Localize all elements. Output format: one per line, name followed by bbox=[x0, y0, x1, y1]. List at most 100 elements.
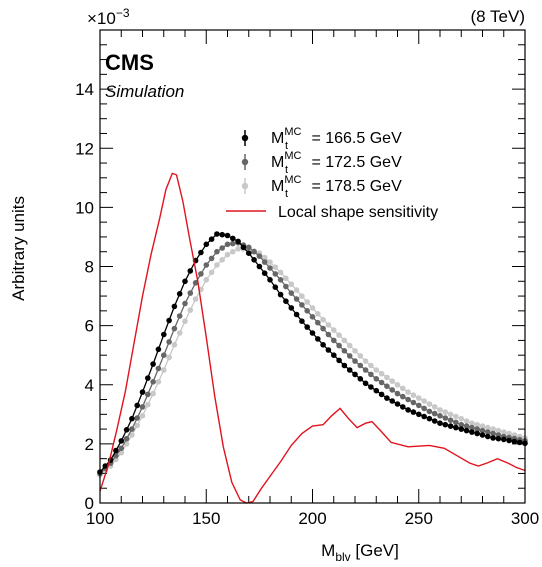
data-point bbox=[336, 332, 342, 339]
data-point bbox=[341, 337, 348, 344]
data-point bbox=[368, 384, 374, 390]
legend-marks bbox=[226, 130, 266, 212]
data-point bbox=[506, 430, 512, 437]
data-point bbox=[261, 259, 268, 265]
data-point bbox=[421, 405, 427, 412]
data-point bbox=[214, 248, 220, 255]
legend-label-166: MMC t = 166.5 GeV bbox=[271, 126, 402, 152]
data-point bbox=[469, 424, 475, 431]
data-point bbox=[378, 370, 385, 377]
data-point bbox=[309, 305, 316, 311]
data-point bbox=[506, 437, 512, 444]
data-point bbox=[416, 395, 422, 401]
data-point bbox=[346, 367, 353, 373]
data-point bbox=[272, 264, 279, 271]
data-point bbox=[113, 447, 119, 454]
data-point bbox=[182, 300, 188, 307]
series-2 bbox=[97, 246, 528, 478]
y-tick-label: 0 bbox=[85, 494, 94, 513]
data-point bbox=[309, 330, 316, 336]
data-point bbox=[405, 407, 411, 413]
data-point bbox=[161, 352, 167, 359]
data-point bbox=[192, 280, 199, 286]
data-point bbox=[384, 395, 390, 401]
data-point bbox=[315, 311, 321, 317]
data-point bbox=[293, 287, 300, 293]
x-tick-label: 300 bbox=[511, 509, 539, 528]
data-point bbox=[251, 257, 257, 263]
data-point bbox=[230, 235, 236, 242]
data-point bbox=[437, 420, 443, 427]
data-point bbox=[304, 308, 311, 314]
data-point bbox=[293, 296, 300, 302]
data-point bbox=[373, 367, 380, 373]
experiment-label: CMS bbox=[105, 50, 154, 75]
data-point bbox=[219, 245, 225, 251]
data-point bbox=[155, 379, 162, 385]
data-point bbox=[246, 250, 252, 256]
data-point bbox=[150, 361, 156, 367]
data-point bbox=[203, 241, 210, 248]
data-point bbox=[187, 307, 194, 313]
data-point bbox=[320, 342, 326, 348]
data-point bbox=[246, 244, 252, 251]
data-point bbox=[368, 371, 374, 378]
plot-frame bbox=[99, 29, 526, 504]
data-point bbox=[463, 423, 470, 429]
x-tick-label: 150 bbox=[192, 509, 220, 528]
data-point bbox=[224, 251, 231, 258]
data-point bbox=[182, 278, 188, 285]
data-point bbox=[346, 342, 353, 349]
x-tick-label: 250 bbox=[405, 509, 433, 528]
data-point bbox=[410, 399, 417, 406]
data-point bbox=[230, 248, 236, 255]
data-point bbox=[171, 325, 178, 332]
data-point bbox=[139, 413, 146, 419]
data-point bbox=[166, 354, 172, 361]
data-point bbox=[192, 296, 199, 302]
data-point bbox=[325, 347, 332, 353]
y-tick-label: 2 bbox=[85, 435, 94, 454]
data-point bbox=[458, 426, 465, 432]
legend-marker bbox=[241, 158, 249, 166]
data-point bbox=[516, 439, 523, 446]
data-point bbox=[469, 429, 475, 435]
data-point bbox=[495, 427, 502, 434]
data-point bbox=[166, 317, 172, 324]
series-layer bbox=[97, 172, 528, 504]
data-point bbox=[118, 438, 125, 444]
x-tick-label: 200 bbox=[298, 509, 326, 528]
data-point bbox=[315, 336, 321, 342]
data-point bbox=[277, 291, 284, 298]
data-point bbox=[309, 314, 316, 320]
data-point bbox=[320, 316, 326, 323]
legend-label-178: MMC t = 178.5 GeV bbox=[271, 174, 402, 200]
data-point bbox=[357, 353, 364, 359]
data-point bbox=[421, 413, 427, 420]
data-point bbox=[219, 257, 225, 263]
x-tick-label: 100 bbox=[86, 509, 114, 528]
data-point bbox=[437, 407, 443, 413]
data-point bbox=[479, 423, 486, 429]
data-point bbox=[145, 375, 151, 381]
data-point bbox=[288, 305, 295, 311]
data-point bbox=[479, 427, 486, 434]
data-point bbox=[129, 426, 135, 432]
data-point bbox=[129, 432, 135, 438]
data-point bbox=[198, 271, 204, 277]
data-point bbox=[400, 404, 406, 410]
data-point bbox=[123, 435, 130, 442]
data-point bbox=[485, 433, 491, 440]
data-point bbox=[187, 268, 194, 274]
y-exponent-label: ×10−3 bbox=[87, 6, 130, 28]
data-point bbox=[463, 427, 470, 434]
data-point bbox=[331, 352, 337, 359]
series-1 bbox=[97, 240, 528, 477]
data-point bbox=[293, 311, 300, 318]
data-point bbox=[362, 367, 369, 373]
y-tick-label: 8 bbox=[85, 258, 94, 277]
data-point bbox=[362, 358, 369, 364]
data-point bbox=[251, 248, 257, 255]
data-point bbox=[299, 293, 305, 299]
